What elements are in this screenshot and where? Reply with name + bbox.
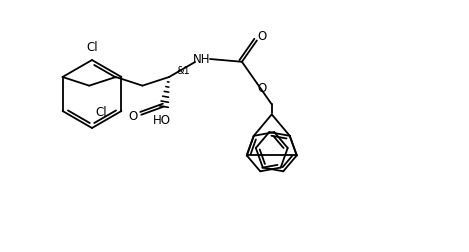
Text: NH: NH bbox=[193, 52, 211, 65]
Text: Cl: Cl bbox=[86, 40, 98, 53]
Text: O: O bbox=[257, 81, 266, 94]
Text: HO: HO bbox=[153, 114, 171, 127]
Text: O: O bbox=[129, 110, 138, 123]
Text: O: O bbox=[257, 30, 266, 43]
Text: Cl: Cl bbox=[96, 105, 107, 118]
Text: &1: &1 bbox=[176, 66, 190, 76]
